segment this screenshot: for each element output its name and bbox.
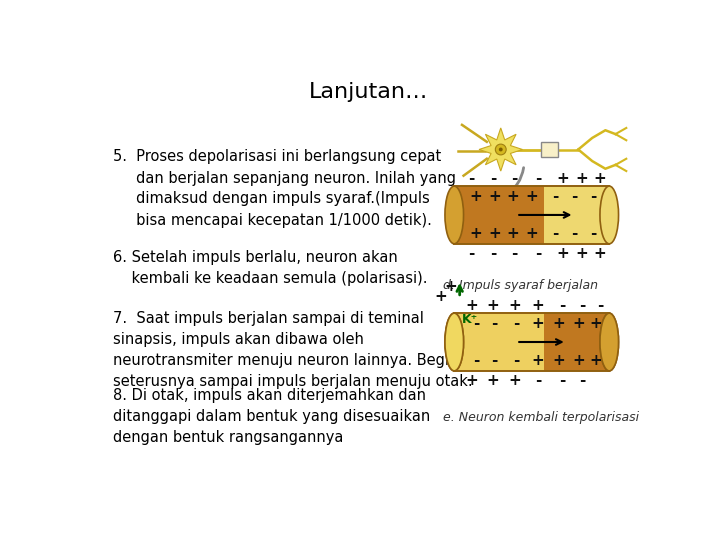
Text: -: - xyxy=(473,316,479,332)
Text: 7.  Saat impuls berjalan sampai di teminal
sinapsis, impuls akan dibawa oleh
neu: 7. Saat impuls berjalan sampai di temina… xyxy=(113,311,473,389)
Text: +: + xyxy=(557,246,569,261)
Text: 8. Di otak, impuls akan diterjemahkan dan
ditanggapi dalam bentuk yang disesuaik: 8. Di otak, impuls akan diterjemahkan da… xyxy=(113,388,431,445)
Text: -: - xyxy=(513,316,519,332)
Text: +: + xyxy=(593,246,606,261)
Text: +: + xyxy=(589,353,602,368)
Text: +: + xyxy=(488,190,501,204)
Text: -: - xyxy=(490,246,496,261)
Text: -: - xyxy=(491,353,498,368)
Text: -: - xyxy=(552,190,558,204)
Text: +: + xyxy=(531,353,544,368)
Bar xyxy=(544,313,609,371)
Ellipse shape xyxy=(445,313,464,371)
Text: K⁺: K⁺ xyxy=(462,313,478,326)
Ellipse shape xyxy=(495,144,506,155)
Text: -: - xyxy=(571,190,577,204)
Text: +: + xyxy=(444,279,456,294)
Text: -: - xyxy=(590,190,597,204)
Text: -: - xyxy=(559,298,566,313)
Text: +: + xyxy=(487,373,500,388)
Text: -: - xyxy=(511,246,518,261)
Text: 5.  Proses depolarisasi ini berlangsung cepat
     dan berjalan sepanjang neuron: 5. Proses depolarisasi ini berlangsung c… xyxy=(113,150,456,227)
Bar xyxy=(454,186,544,244)
Text: -: - xyxy=(559,373,566,388)
Text: +: + xyxy=(469,190,482,204)
Ellipse shape xyxy=(600,313,618,371)
Text: -: - xyxy=(535,171,541,186)
Text: Lanjutan…: Lanjutan… xyxy=(310,82,428,102)
Text: +: + xyxy=(507,226,520,240)
Ellipse shape xyxy=(445,186,464,244)
Polygon shape xyxy=(479,128,523,171)
Text: -: - xyxy=(511,171,518,186)
Ellipse shape xyxy=(499,147,503,151)
Text: -: - xyxy=(597,298,603,313)
Ellipse shape xyxy=(600,186,618,244)
Text: +: + xyxy=(465,298,477,313)
Bar xyxy=(541,142,558,157)
Text: -: - xyxy=(552,226,558,240)
Text: 6. Setelah impuls berlalu, neuron akan
    kembali ke keadaan semula (polarisasi: 6. Setelah impuls berlalu, neuron akan k… xyxy=(113,249,428,286)
Text: +: + xyxy=(487,298,500,313)
Text: +: + xyxy=(557,171,569,186)
Text: +: + xyxy=(572,353,585,368)
Ellipse shape xyxy=(445,313,464,371)
Ellipse shape xyxy=(600,313,618,371)
Text: +: + xyxy=(465,373,477,388)
Bar xyxy=(454,186,609,244)
Text: -: - xyxy=(490,171,496,186)
Text: +: + xyxy=(572,316,585,332)
Text: -: - xyxy=(491,316,498,332)
Text: -: - xyxy=(571,226,577,240)
Text: +: + xyxy=(531,298,544,313)
Text: +: + xyxy=(488,226,501,240)
Bar xyxy=(454,313,544,371)
Text: -: - xyxy=(579,298,585,313)
Text: -: - xyxy=(535,373,541,388)
Text: -: - xyxy=(590,226,597,240)
Text: +: + xyxy=(552,353,565,368)
Text: +: + xyxy=(531,316,544,332)
Text: [Na⁺]: [Na⁺] xyxy=(520,186,554,199)
Text: -: - xyxy=(468,246,474,261)
Bar xyxy=(544,186,609,244)
Text: e. Neuron kembali terpolarisasi: e. Neuron kembali terpolarisasi xyxy=(443,411,639,424)
Text: +: + xyxy=(507,190,520,204)
Text: +: + xyxy=(508,373,521,388)
Text: -: - xyxy=(513,353,519,368)
Text: -: - xyxy=(579,373,585,388)
Text: +: + xyxy=(469,226,482,240)
Text: +: + xyxy=(526,226,538,240)
Text: +: + xyxy=(576,246,588,261)
Text: -: - xyxy=(535,246,541,261)
Text: +: + xyxy=(434,289,446,303)
Text: +: + xyxy=(589,316,602,332)
Text: +: + xyxy=(576,171,588,186)
Text: +: + xyxy=(593,171,606,186)
Text: +: + xyxy=(508,298,521,313)
Bar xyxy=(454,313,609,371)
Text: -: - xyxy=(468,171,474,186)
Text: -: - xyxy=(473,353,479,368)
Text: +: + xyxy=(552,316,565,332)
Text: d. Impuls syaraf berjalan: d. Impuls syaraf berjalan xyxy=(443,279,598,292)
Text: +: + xyxy=(526,190,538,204)
